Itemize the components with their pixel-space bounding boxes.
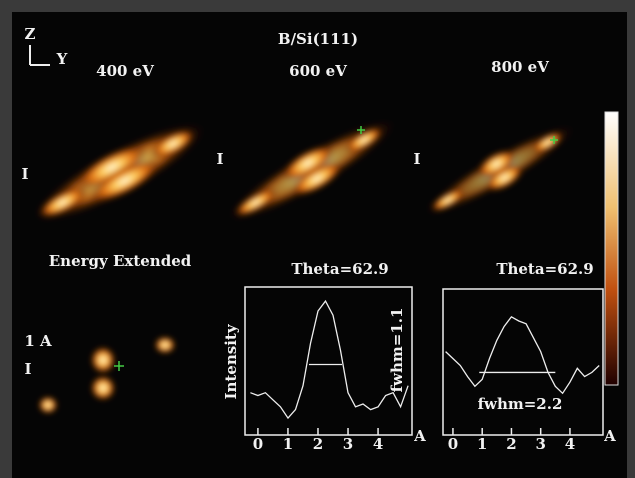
page: Z Y B/Si(111) 400 eV 600 eV 800 eV I I I…: [0, 0, 635, 478]
scale-mark: I: [24, 360, 31, 378]
scale-mark: I: [21, 165, 28, 183]
x-tick-label: 4: [373, 435, 383, 453]
axis-z: Z: [25, 25, 36, 43]
x-unit: A: [603, 427, 616, 445]
scale-label: 1 A: [24, 332, 52, 350]
colorbar: [605, 112, 618, 385]
x-tick-label: 1: [477, 435, 487, 453]
plot-title: Theta=62.9: [291, 260, 388, 278]
figure: Z Y B/Si(111) 400 eV 600 eV 800 eV I I I…: [0, 0, 635, 478]
title: B/Si(111): [278, 30, 358, 48]
x-tick-label: 3: [343, 435, 353, 453]
annotation: fwhm=2.2: [478, 395, 563, 413]
x-tick-label: 2: [313, 435, 323, 453]
energy-label: 600 eV: [289, 62, 347, 80]
energy-extended: Energy Extended: [49, 252, 192, 270]
x-tick-label: 4: [565, 435, 575, 453]
axis-y: Y: [56, 50, 68, 68]
scale-mark: I: [413, 150, 420, 168]
y-axis-label: Intensity: [222, 323, 240, 399]
energy-label: 800 eV: [491, 58, 549, 76]
energy-label: 400 eV: [96, 62, 154, 80]
annotation: fwhm=1.1: [388, 308, 406, 393]
plot-title: Theta=62.9: [496, 260, 593, 278]
x-tick-label: 2: [506, 435, 516, 453]
x-unit: A: [413, 427, 426, 445]
x-tick-label: 1: [283, 435, 293, 453]
x-tick-label: 3: [535, 435, 545, 453]
scale-mark: I: [216, 150, 223, 168]
x-tick-label: 0: [253, 435, 263, 453]
x-tick-label: 0: [448, 435, 458, 453]
